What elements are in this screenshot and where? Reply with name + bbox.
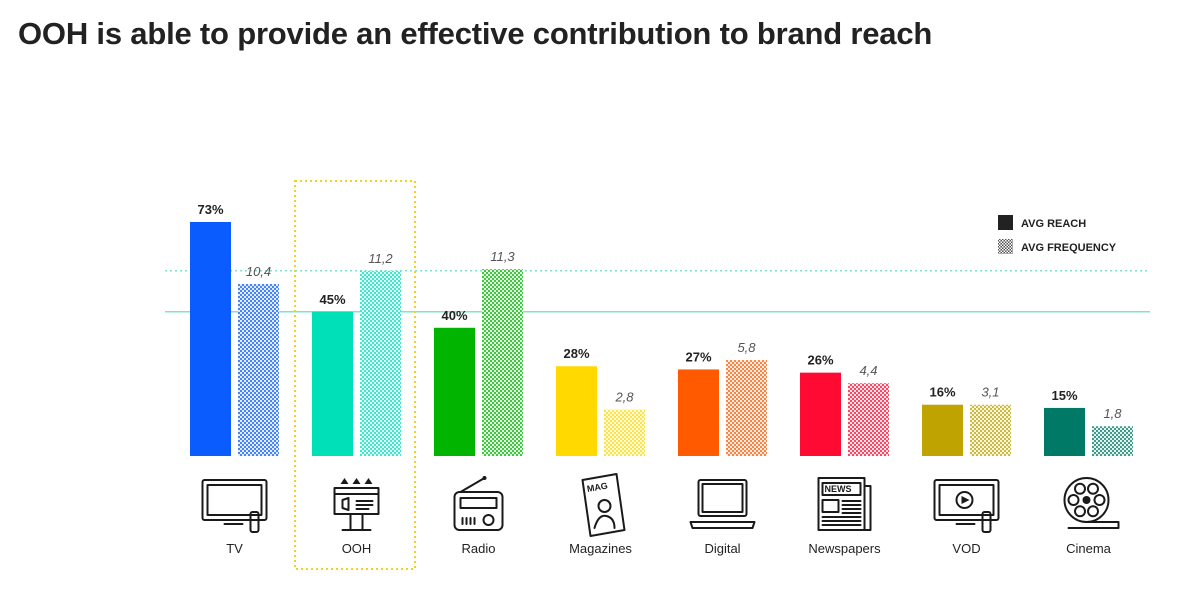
reach-value-label: 73% xyxy=(197,202,223,217)
vod-tv-icon xyxy=(933,479,1000,533)
frequency-bar xyxy=(360,270,401,456)
legend-label-reach: AVG REACH xyxy=(1021,218,1086,230)
category-label: Radio xyxy=(462,541,496,556)
legend-label-frequency: AVG FREQUENCY xyxy=(1021,242,1117,254)
svg-text:NEWS: NEWS xyxy=(825,484,852,494)
reach-value-label: 28% xyxy=(563,346,589,361)
reach-value-label: 16% xyxy=(929,385,955,400)
frequency-value-label: 10,4 xyxy=(246,264,271,279)
category-label: VOD xyxy=(952,541,980,556)
frequency-value-label: 2,8 xyxy=(614,390,634,405)
tv-icon xyxy=(201,479,268,533)
frequency-bar xyxy=(604,409,645,456)
reach-bar xyxy=(678,369,719,456)
film-reel-icon xyxy=(1063,477,1120,529)
category-label: Newspapers xyxy=(808,541,881,556)
category-label: Magazines xyxy=(569,541,632,556)
frequency-value-label: 1,8 xyxy=(1103,406,1122,421)
legend-swatch-frequency xyxy=(998,239,1013,254)
legend-swatch-reach xyxy=(998,215,1013,230)
frequency-bar xyxy=(482,269,523,456)
newspaper-icon: NEWS xyxy=(817,477,872,531)
category-label: TV xyxy=(226,541,243,556)
reach-bar xyxy=(1044,407,1085,456)
category-label: OOH xyxy=(342,541,372,556)
frequency-bar xyxy=(1092,426,1133,456)
frequency-value-label: 11,2 xyxy=(368,251,393,266)
reach-bar xyxy=(312,311,353,456)
reach-bar xyxy=(434,327,475,456)
frequency-value-label: 11,3 xyxy=(490,249,515,264)
radio-icon xyxy=(453,476,504,531)
highlight-box xyxy=(294,180,416,570)
reach-value-label: 45% xyxy=(319,292,345,307)
laptop-icon xyxy=(689,479,756,529)
frequency-value-label: 5,8 xyxy=(737,340,756,355)
reach-value-label: 15% xyxy=(1051,388,1077,403)
billboard-icon xyxy=(333,478,380,531)
reach-bar xyxy=(556,366,597,456)
frequency-bar xyxy=(970,404,1011,456)
reach-bar xyxy=(800,372,841,456)
frequency-value-label: 3,1 xyxy=(981,385,999,400)
frequency-bar xyxy=(726,360,767,456)
reach-value-label: 27% xyxy=(685,349,711,364)
reach-bar xyxy=(190,222,231,456)
category-label: Cinema xyxy=(1066,541,1112,556)
magazine-icon: MAG xyxy=(581,473,626,537)
chart-title: OOH is able to provide an effective cont… xyxy=(18,16,933,51)
reach-value-label: 40% xyxy=(441,308,467,323)
frequency-value-label: 4,4 xyxy=(859,363,877,378)
svg-text:MAG: MAG xyxy=(586,480,608,493)
frequency-bar xyxy=(238,284,279,456)
category-label: Digital xyxy=(704,541,740,556)
reach-value-label: 26% xyxy=(807,353,833,368)
reach-bar xyxy=(922,404,963,456)
frequency-bar xyxy=(848,383,889,456)
